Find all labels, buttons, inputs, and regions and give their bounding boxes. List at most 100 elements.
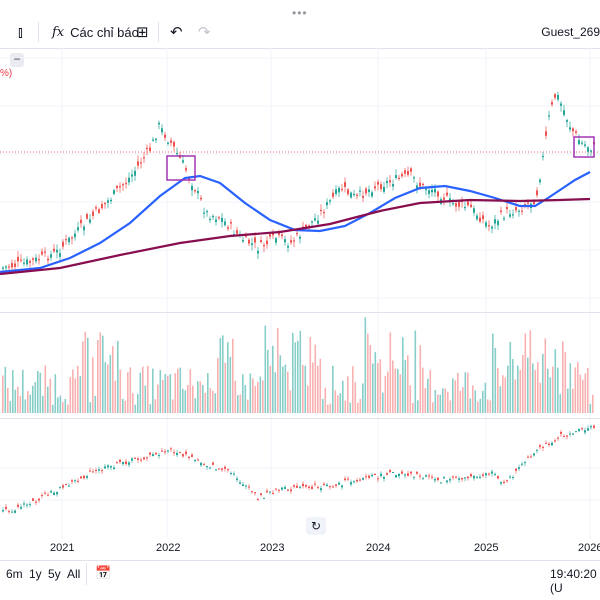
volume-bar xyxy=(149,404,152,413)
candle-body xyxy=(203,212,205,214)
volume-bar xyxy=(299,330,302,413)
range-1y-button[interactable]: 1y xyxy=(29,567,42,581)
volume-bar xyxy=(464,372,467,413)
volume-bar xyxy=(407,355,409,413)
toolbar-divider xyxy=(38,22,39,42)
sub-candle-body xyxy=(578,428,580,432)
volume-bar xyxy=(102,335,104,413)
indicators-button[interactable]: fx Các chỉ báo xyxy=(52,22,139,42)
volume-bar xyxy=(72,369,74,413)
volume-bar xyxy=(264,325,267,413)
pane-divider[interactable] xyxy=(0,418,600,419)
sub-candle-body xyxy=(527,456,529,458)
volume-bar xyxy=(204,392,207,413)
undo-button[interactable]: ↶ xyxy=(170,22,183,42)
volume-bar xyxy=(554,349,557,413)
volume-bar xyxy=(12,370,14,413)
collapse-pane-button[interactable]: − xyxy=(10,53,24,67)
sub-candle-body xyxy=(542,446,544,448)
volume-bar xyxy=(119,369,122,413)
volume-bar xyxy=(49,378,52,413)
volume-bar xyxy=(277,327,279,413)
candle-body xyxy=(68,237,70,243)
sub-candle-body xyxy=(296,485,298,488)
volume-bar xyxy=(377,363,379,413)
volume-bar xyxy=(447,391,449,413)
sub-candle-body xyxy=(233,473,235,475)
chart-canvas[interactable] xyxy=(0,48,600,558)
range-6m-button[interactable]: 6m xyxy=(6,567,23,581)
volume-bar xyxy=(432,402,434,413)
range-all-button[interactable]: All xyxy=(67,567,81,581)
sub-candle-body xyxy=(593,425,595,428)
sub-candle-body xyxy=(95,469,97,471)
sub-candle-body xyxy=(506,480,508,482)
volume-bar xyxy=(524,333,527,413)
candle-body xyxy=(269,234,271,237)
volume-bar xyxy=(132,393,134,413)
volume-bar xyxy=(164,374,167,413)
volume-bar xyxy=(589,403,592,413)
candle-body xyxy=(74,233,76,238)
volume-bar xyxy=(442,388,444,413)
sub-candle-body xyxy=(272,492,274,494)
sub-candle-body xyxy=(335,484,337,486)
volume-bar xyxy=(62,402,64,413)
volume-bar xyxy=(209,388,212,413)
volume-bar xyxy=(292,333,294,413)
volume-bar xyxy=(467,372,469,413)
volume-bar xyxy=(139,372,142,413)
sub-candle-body xyxy=(104,466,106,469)
sub-candle-body xyxy=(383,477,385,479)
candle-body xyxy=(344,182,346,188)
candle-body xyxy=(569,127,571,130)
calendar-icon[interactable]: 📅 xyxy=(95,565,112,580)
volume-bar xyxy=(497,367,499,413)
volume-bar xyxy=(329,403,332,413)
sub-candle-body xyxy=(8,511,10,513)
range-5y-button[interactable]: 5y xyxy=(48,567,61,581)
volume-bar xyxy=(512,359,514,413)
layout-button[interactable]: ⊞ xyxy=(136,22,149,42)
sub-candle-body xyxy=(281,487,283,490)
volume-bar xyxy=(387,371,389,413)
candle-body xyxy=(221,217,223,223)
candle-body xyxy=(227,227,229,229)
candle-body xyxy=(320,209,322,212)
sub-candle-body xyxy=(50,491,52,493)
reset-chart-button[interactable]: ↻ xyxy=(306,517,326,535)
candle-body xyxy=(341,188,343,191)
drag-handle[interactable]: ••• xyxy=(292,6,308,20)
volume-bar xyxy=(337,395,339,413)
sub-candle-body xyxy=(341,485,343,488)
user-name[interactable]: Guest_269 xyxy=(541,25,600,39)
sub-candle-body xyxy=(92,471,94,473)
sub-candle-body xyxy=(353,481,355,483)
candle-body xyxy=(563,110,565,116)
main-price-pane xyxy=(0,91,600,276)
volume-bar xyxy=(537,362,539,413)
candle-body xyxy=(173,141,175,147)
pane-divider[interactable] xyxy=(0,312,600,313)
candle-style-button[interactable]: ⫾ xyxy=(18,22,23,42)
sub-candle-body xyxy=(131,458,133,461)
sub-candle-body xyxy=(146,457,148,459)
sub-candle-body xyxy=(323,483,325,486)
volume-bar xyxy=(22,369,24,413)
sub-candle-body xyxy=(371,474,373,477)
redo-button[interactable]: ↷ xyxy=(198,22,211,42)
sub-candle-body xyxy=(260,493,262,496)
volume-bar xyxy=(557,367,559,413)
sub-candle-body xyxy=(587,428,589,431)
volume-bar xyxy=(429,369,432,413)
volume-bar xyxy=(7,387,9,413)
volume-bar xyxy=(472,385,474,413)
candle-body xyxy=(446,192,448,196)
candle-body xyxy=(80,219,82,224)
sub-candle-body xyxy=(251,491,253,493)
volume-bar xyxy=(412,402,414,413)
sub-candle-body xyxy=(425,475,427,477)
candle-body xyxy=(581,142,583,144)
volume-bar xyxy=(99,332,102,413)
sub-candle-body xyxy=(227,469,229,471)
